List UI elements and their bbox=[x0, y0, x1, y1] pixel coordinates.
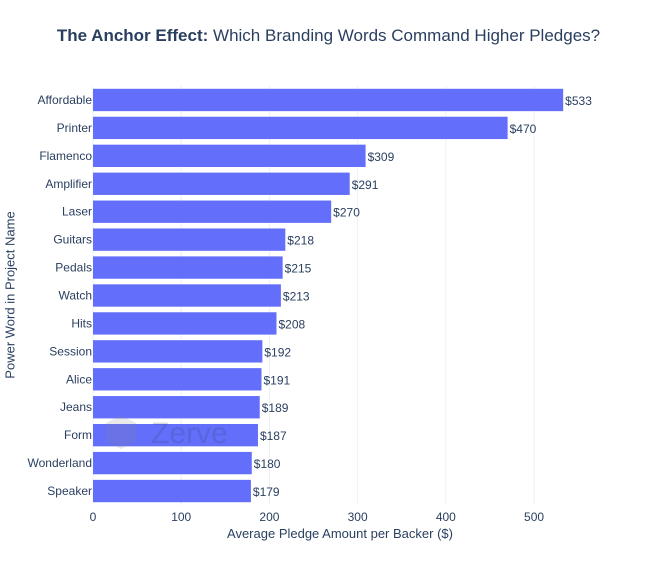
x-tick-labels: 0 100 200 300 400 500 bbox=[90, 510, 545, 524]
y-tick-labels: Affordable Printer Flamenco Amplifier Laser G… bbox=[28, 93, 93, 498]
x-axis-title: Average Pledge Amount per Backer ($) bbox=[227, 526, 453, 541]
y-tick-label: Laser bbox=[62, 205, 92, 219]
data-label: $187 bbox=[260, 429, 287, 443]
x-tick-label: 0 bbox=[90, 510, 97, 524]
x-tick-label: 100 bbox=[171, 510, 191, 524]
data-label: $180 bbox=[254, 457, 281, 471]
bar bbox=[93, 200, 332, 223]
data-label: $270 bbox=[333, 206, 360, 220]
y-tick-label: Guitars bbox=[53, 233, 92, 247]
chart-title: The Anchor Effect: Which Branding Words … bbox=[0, 26, 657, 46]
bar bbox=[93, 284, 281, 307]
data-labels: $533 $470 $309 $291 $270 $218 $215 $213 $208 $192… bbox=[253, 94, 592, 499]
watermark-hexagon-icon bbox=[106, 415, 136, 449]
data-label: $213 bbox=[283, 290, 310, 304]
x-tick-label: 400 bbox=[436, 510, 456, 524]
bar bbox=[93, 312, 277, 335]
y-tick-label: Printer bbox=[57, 121, 92, 135]
y-tick-label: Alice bbox=[66, 372, 92, 386]
x-tick-label: 200 bbox=[259, 510, 279, 524]
data-label: $218 bbox=[287, 234, 314, 248]
data-label: $191 bbox=[263, 373, 290, 387]
y-tick-label: Watch bbox=[58, 289, 92, 303]
data-label: $179 bbox=[253, 485, 280, 499]
bar bbox=[93, 423, 258, 447]
data-label: $291 bbox=[352, 178, 379, 192]
y-tick-label: Pedals bbox=[55, 261, 92, 275]
data-label: $309 bbox=[368, 150, 395, 164]
chart-title-rest: Which Branding Words Command Higher Pled… bbox=[208, 26, 601, 45]
y-tick-label: Affordable bbox=[38, 93, 93, 107]
bar bbox=[93, 340, 263, 363]
bar bbox=[93, 88, 564, 112]
bar bbox=[93, 479, 251, 503]
bar bbox=[93, 396, 260, 419]
y-axis-title-text: Power Word in Project Name bbox=[2, 211, 18, 379]
bar bbox=[93, 368, 262, 391]
bars bbox=[93, 88, 564, 503]
bar bbox=[93, 172, 350, 195]
bar bbox=[93, 451, 252, 475]
data-label: $189 bbox=[262, 401, 289, 415]
watermark-logo: Zerve bbox=[103, 413, 263, 458]
data-label: $470 bbox=[510, 122, 537, 136]
x-tick-label: 500 bbox=[524, 510, 544, 524]
y-tick-label: Hits bbox=[71, 316, 92, 330]
y-tick-label: Jeans bbox=[60, 400, 92, 414]
watermark-text: Zerve bbox=[151, 417, 228, 450]
y-tick-label: Amplifier bbox=[45, 177, 92, 191]
y-tick-label: Wonderland bbox=[28, 456, 93, 470]
bar bbox=[93, 116, 508, 140]
y-tick-label: Form bbox=[64, 428, 92, 442]
chart-title-bold: The Anchor Effect: bbox=[56, 26, 209, 45]
y-tick-label: Speaker bbox=[47, 484, 92, 498]
y-tick-label: Session bbox=[49, 344, 92, 358]
bar bbox=[93, 228, 286, 251]
bar bbox=[93, 256, 283, 279]
data-label: $192 bbox=[264, 345, 291, 359]
data-label: $533 bbox=[565, 94, 592, 108]
bar bbox=[93, 144, 366, 168]
x-tick-label: 300 bbox=[348, 510, 368, 524]
y-tick-label: Flamenco bbox=[39, 149, 92, 163]
data-label: $208 bbox=[278, 317, 305, 331]
data-label: $215 bbox=[285, 262, 312, 276]
